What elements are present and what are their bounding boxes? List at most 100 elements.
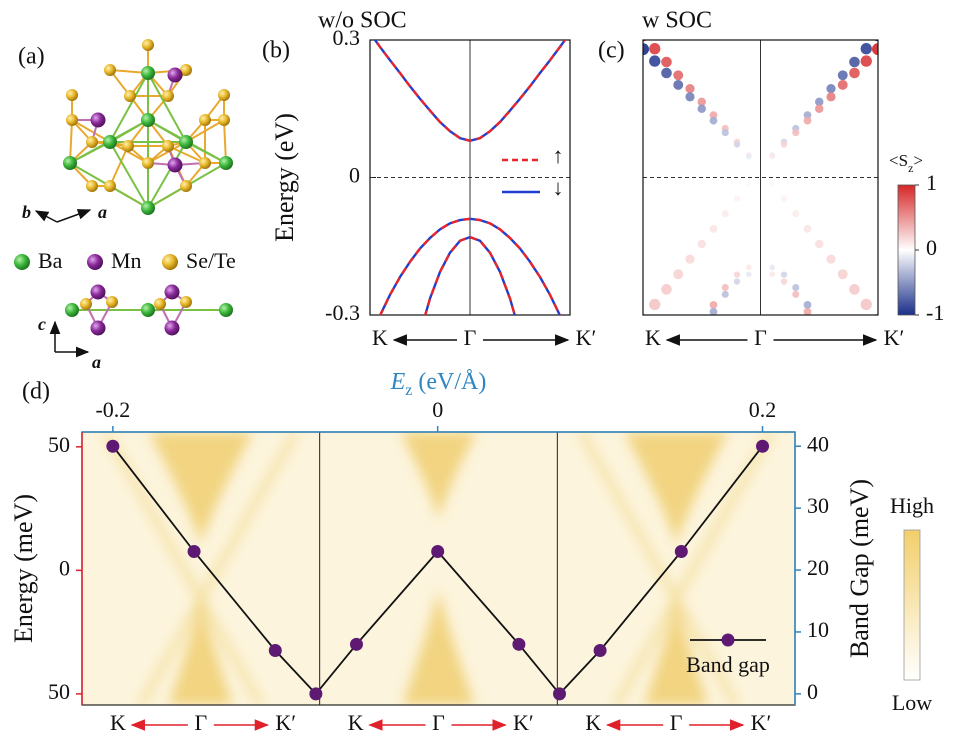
atom <box>66 89 78 101</box>
bond <box>223 119 227 164</box>
atom <box>104 180 116 192</box>
colorbar <box>897 184 916 316</box>
gap-point <box>431 544 445 558</box>
gap-point <box>756 439 770 453</box>
band-dot <box>685 92 695 102</box>
y-axis-label: Energy (meV) <box>9 494 38 643</box>
axis-label: c <box>38 314 46 334</box>
band-dot <box>673 79 684 90</box>
atom <box>162 140 174 152</box>
band-dot <box>769 153 776 160</box>
heatmap-band <box>578 432 739 705</box>
x-tick-label: Γ <box>194 710 207 735</box>
x-tick-label: K <box>645 325 661 350</box>
x-axis-label-part: E <box>390 369 406 395</box>
y2-tick-label: 40 <box>807 431 829 456</box>
x-tick-label: K <box>585 710 601 735</box>
band-dot <box>649 55 661 67</box>
atom <box>63 156 77 170</box>
atom <box>86 136 98 148</box>
band-dot <box>745 153 752 160</box>
atom <box>167 157 183 173</box>
chart-title: w/o SOC <box>318 8 407 34</box>
heatmap-band <box>168 600 233 705</box>
heatmap-band <box>148 432 253 545</box>
gap-point <box>106 439 120 453</box>
atom <box>65 303 79 317</box>
colorbar-label: <Sz> <box>889 151 923 175</box>
bond <box>109 72 149 143</box>
band-dot <box>792 129 800 137</box>
x-tick-label: K <box>110 710 126 735</box>
plot-frame <box>369 39 571 316</box>
gap-point <box>674 544 688 558</box>
band-dot <box>769 264 776 271</box>
y2-tick-label: 10 <box>807 617 829 642</box>
bond <box>109 145 129 187</box>
atom <box>180 296 192 308</box>
atom <box>180 64 192 76</box>
atom <box>219 156 233 170</box>
heatmap-band <box>138 432 299 705</box>
atom <box>167 67 183 83</box>
atom <box>106 296 118 308</box>
colorbar-label-part: z <box>908 161 913 175</box>
heatmap-band <box>103 432 264 705</box>
x-axis-label-part: (eV/Å) <box>418 369 486 395</box>
heatmap <box>103 432 774 705</box>
bond <box>69 119 73 164</box>
x-tick-label: K′ <box>576 325 597 350</box>
band-dot <box>826 83 836 94</box>
legend-label: Band gap <box>686 652 770 677</box>
axis-label: b <box>22 202 31 222</box>
atom <box>142 39 154 51</box>
gap-point <box>552 687 566 701</box>
bond <box>109 141 149 209</box>
band-dot <box>860 55 872 67</box>
atom <box>199 114 211 126</box>
atom <box>141 303 155 317</box>
band-dot <box>733 278 741 285</box>
atom <box>162 90 174 102</box>
x-tick-label: Γ <box>432 710 445 735</box>
x-tick-label: K <box>372 325 388 350</box>
gap-point <box>268 644 282 658</box>
band-dot <box>815 104 824 113</box>
atom <box>199 157 211 169</box>
band-dot <box>745 180 752 187</box>
axis-arrow <box>56 209 92 223</box>
colorbar-tick-label: 0 <box>926 235 937 260</box>
atom <box>179 135 193 149</box>
band-dot <box>780 141 788 148</box>
x-tick-label: K′ <box>513 710 534 735</box>
band-dot <box>685 83 695 94</box>
atom <box>141 201 155 215</box>
colorbar-low: Low <box>892 690 932 715</box>
x-tick-label: Γ <box>670 710 683 735</box>
y2-tick-label: 30 <box>807 493 829 518</box>
band-dot <box>792 210 800 218</box>
legend-label: ↑ <box>553 143 564 168</box>
band-dot <box>849 56 860 68</box>
heatmap-band <box>402 590 475 705</box>
x-tick-label: K′ <box>884 325 905 350</box>
band-dot <box>721 129 729 137</box>
bond <box>147 141 187 164</box>
band-dot <box>709 224 718 233</box>
band-dot <box>837 70 848 81</box>
band-dot <box>792 290 800 298</box>
band-dot <box>837 79 848 90</box>
atom <box>218 114 230 126</box>
band-dot <box>860 43 872 55</box>
panel-label: (a) <box>18 44 45 70</box>
band-dot <box>769 271 776 278</box>
band-dot <box>733 141 741 148</box>
band-dot <box>698 330 707 339</box>
band-dot <box>709 111 718 120</box>
axis-label: a <box>98 202 107 222</box>
atom <box>141 66 155 80</box>
band-dot <box>709 116 718 125</box>
x-tick-label: 0.2 <box>749 397 777 422</box>
gap-point <box>593 644 607 658</box>
band-dot <box>685 254 695 264</box>
